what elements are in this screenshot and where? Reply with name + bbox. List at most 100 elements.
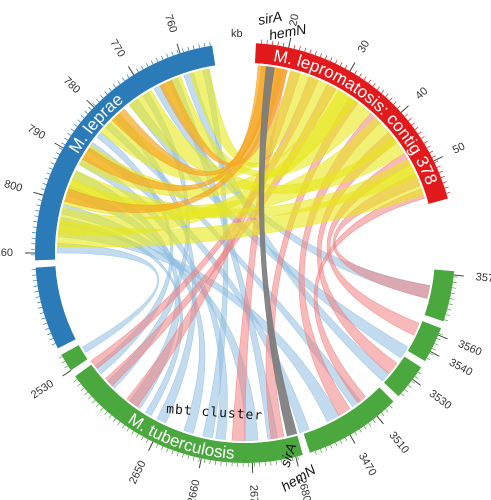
arc-mtb-2530 [61, 345, 88, 371]
minor-tick [131, 430, 135, 435]
minor-tick [359, 428, 362, 433]
minor-tick [304, 47, 307, 52]
tick-label: 50 [451, 140, 467, 156]
major-tick [33, 191, 44, 196]
minor-tick [33, 221, 38, 223]
minor-tick [354, 70, 358, 75]
minor-tick [67, 133, 72, 136]
minor-tick [272, 40, 274, 45]
major-tick [349, 434, 356, 444]
minor-tick [344, 64, 348, 69]
minor-tick [325, 55, 328, 60]
ribbon-mlp-mtb [313, 188, 426, 404]
minor-tick [33, 285, 38, 287]
minor-tick [340, 439, 343, 444]
minor-tick [449, 298, 455, 300]
minor-tick [88, 106, 92, 111]
minor-tick [176, 49, 179, 54]
arc-inner-rule [406, 320, 423, 351]
major-tick [349, 62, 356, 72]
minor-tick [335, 442, 338, 447]
minor-tick [400, 393, 405, 397]
minor-tick [414, 126, 419, 130]
minor-tick [187, 46, 190, 51]
arc-mlepromatosis [254, 43, 448, 204]
minor-tick [171, 51, 174, 56]
minor-tick [448, 303, 453, 306]
major-tick [198, 458, 202, 469]
arc-mtb-main [75, 364, 303, 464]
arc-mtb-3570 [424, 269, 455, 322]
minor-tick [117, 421, 121, 426]
minor-tick [70, 128, 75, 132]
minor-tick [397, 105, 401, 109]
minor-tick [39, 312, 44, 315]
minor-tick [431, 348, 436, 351]
ribbon-layer [56, 65, 431, 442]
minor-tick [112, 418, 116, 422]
tick-label: 40 [413, 85, 430, 102]
minor-tick [34, 215, 39, 217]
minor-tick [389, 97, 393, 101]
minor-tick [58, 356, 63, 359]
minor-tick [340, 62, 343, 67]
tick-label: 2660 [186, 479, 203, 500]
minor-tick [46, 172, 51, 175]
minor-tick [281, 459, 283, 464]
major-tick [127, 66, 135, 76]
tick-label: 30 [356, 38, 373, 55]
arc-mtb-3540 [407, 321, 442, 362]
minor-tick [393, 101, 397, 105]
minor-tick [92, 102, 96, 107]
arc-inner-rule [422, 269, 435, 315]
tick-label: 2670 [247, 485, 260, 500]
minor-tick [100, 407, 104, 412]
minor-tick [436, 165, 441, 168]
minor-tick [166, 448, 169, 453]
minor-tick [36, 204, 41, 207]
minor-tick [41, 317, 46, 320]
minor-tick [385, 93, 389, 98]
minor-tick [309, 49, 312, 54]
major-tick [433, 156, 443, 162]
minor-tick [372, 83, 376, 87]
minor-tick [73, 379, 78, 383]
minor-tick [368, 422, 372, 427]
minor-tick [187, 455, 190, 460]
minor-tick [319, 448, 323, 453]
minor-tick [446, 191, 451, 194]
minor-tick [452, 287, 457, 289]
minor-tick [108, 87, 112, 92]
minor-tick [53, 157, 58, 160]
minor-tick [381, 412, 385, 416]
minor-tick [452, 281, 457, 284]
minor-tick [389, 405, 393, 409]
gene-label-sira-top: sirA [257, 8, 284, 28]
major-tick [453, 274, 464, 277]
minor-tick [182, 453, 184, 458]
minor-tick [32, 280, 37, 282]
gene-label-sira-bottom: sirA [277, 441, 300, 469]
minor-tick [48, 167, 53, 170]
minor-tick [108, 414, 112, 419]
minor-tick [330, 57, 333, 62]
minor-tick [35, 209, 40, 212]
minor-tick [92, 399, 96, 404]
tick-label: 790 [25, 123, 47, 143]
minor-tick [150, 60, 154, 65]
minor-tick [277, 41, 279, 46]
minor-tick [444, 186, 449, 189]
minor-tick [37, 199, 42, 201]
minor-tick [77, 119, 81, 123]
minor-tick [80, 115, 85, 119]
ribbon-mlep-mlp-orange [111, 65, 275, 176]
minor-tick [136, 68, 139, 73]
tick-label: 2680 [295, 477, 313, 500]
tick-label: 3560 [456, 338, 483, 359]
minor-tick [209, 41, 211, 46]
minor-tick [49, 338, 54, 341]
minor-tick [354, 431, 358, 436]
minor-tick [414, 376, 419, 380]
minor-tick [381, 90, 385, 94]
minor-tick [38, 307, 43, 309]
